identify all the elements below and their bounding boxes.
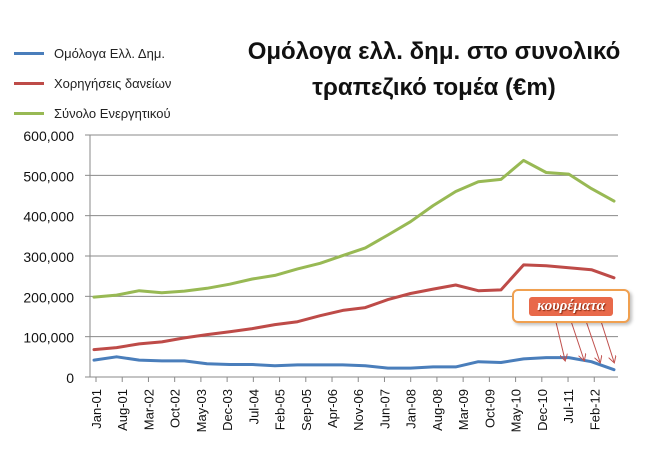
chart-title-line-2: τραπεζικό τομέα (€m) [312,74,556,101]
legend-swatch [14,51,44,55]
x-tick-label: Oct-02 [168,389,183,428]
legend-label: Ομόλογα Ελλ. Δημ. [54,45,165,61]
x-tick-label: Jan-01 [89,389,104,429]
chart-title-line-1: Ομόλογα ελλ. δημ. στο συνολικό [247,38,621,65]
x-tick-label: Dec-10 [535,389,550,431]
x-tick-label: Jan-08 [404,389,419,429]
x-tick-label: Apr-06 [325,389,340,428]
x-tick-label: Jul-04 [246,389,261,424]
annotation-arrow [554,317,565,360]
series-line-2 [92,263,616,352]
y-tick-label: 0 [66,370,74,386]
y-tick-label: 200,000 [23,289,74,305]
y-tick-label: 400,000 [23,209,74,225]
x-tick-label: Aug-01 [115,389,130,431]
annotation-box: κουρέματα [512,289,630,323]
legend-item-bonds: Ομόλογα Ελλ. Δημ. [14,38,171,68]
y-tick-label: 300,000 [23,249,74,265]
series-line-1 [92,355,616,372]
x-axis-ticks: Jan-01 Aug-01 Mar-02 Oct-02 May-03 Dec-03 Jul-… [89,377,602,432]
y-tick-label: 500,000 [23,168,74,184]
legend-swatch [14,81,44,85]
series-line-3 [92,158,616,299]
annotation-label: κουρέματα [529,296,613,316]
legend-label: Σύνολο Ενεργητικού [54,105,171,121]
y-axis-ticks: 0 100,000 200,000 300,000 400,000 500,000 600,… [23,128,90,386]
annotation-arrows [554,317,614,362]
gridlines [89,134,618,378]
chart-title: Ομόλογα ελλ. δημ. στο συνολικό τραπεζικό… [214,34,654,106]
x-tick-label: Dec-03 [220,389,235,431]
legend-swatch [14,111,44,115]
x-tick-label: Feb-12 [587,389,602,430]
annotation-arrow [569,317,584,360]
series-lines [92,158,616,372]
x-tick-label: Jun-07 [377,389,392,429]
x-tick-label: Mar-02 [141,389,156,430]
annotation-arrow [584,317,600,362]
x-tick-label: Mar-09 [456,389,471,430]
x-tick-label: May-03 [194,389,209,432]
legend: Ομόλογα Ελλ. Δημ. Χορηγήσεις δανείων Σύν… [14,38,171,128]
x-tick-label: Aug-08 [430,389,445,431]
annotation-arrow [599,317,614,362]
x-tick-label: Oct-09 [482,389,497,428]
y-tick-label: 600,000 [23,128,74,144]
x-tick-label: Feb-05 [273,389,288,430]
x-tick-label: May-10 [509,389,524,432]
x-tick-label: Jul-11 [561,389,576,423]
x-tick-label: Sep-05 [299,389,314,431]
legend-label: Χορηγήσεις δανείων [54,75,172,91]
y-tick-label: 100,000 [23,330,74,346]
legend-item-loans: Χορηγήσεις δανείων [14,68,171,98]
x-tick-label: Nov-06 [351,389,366,431]
legend-item-total-assets: Σύνολο Ενεργητικού [14,98,171,128]
